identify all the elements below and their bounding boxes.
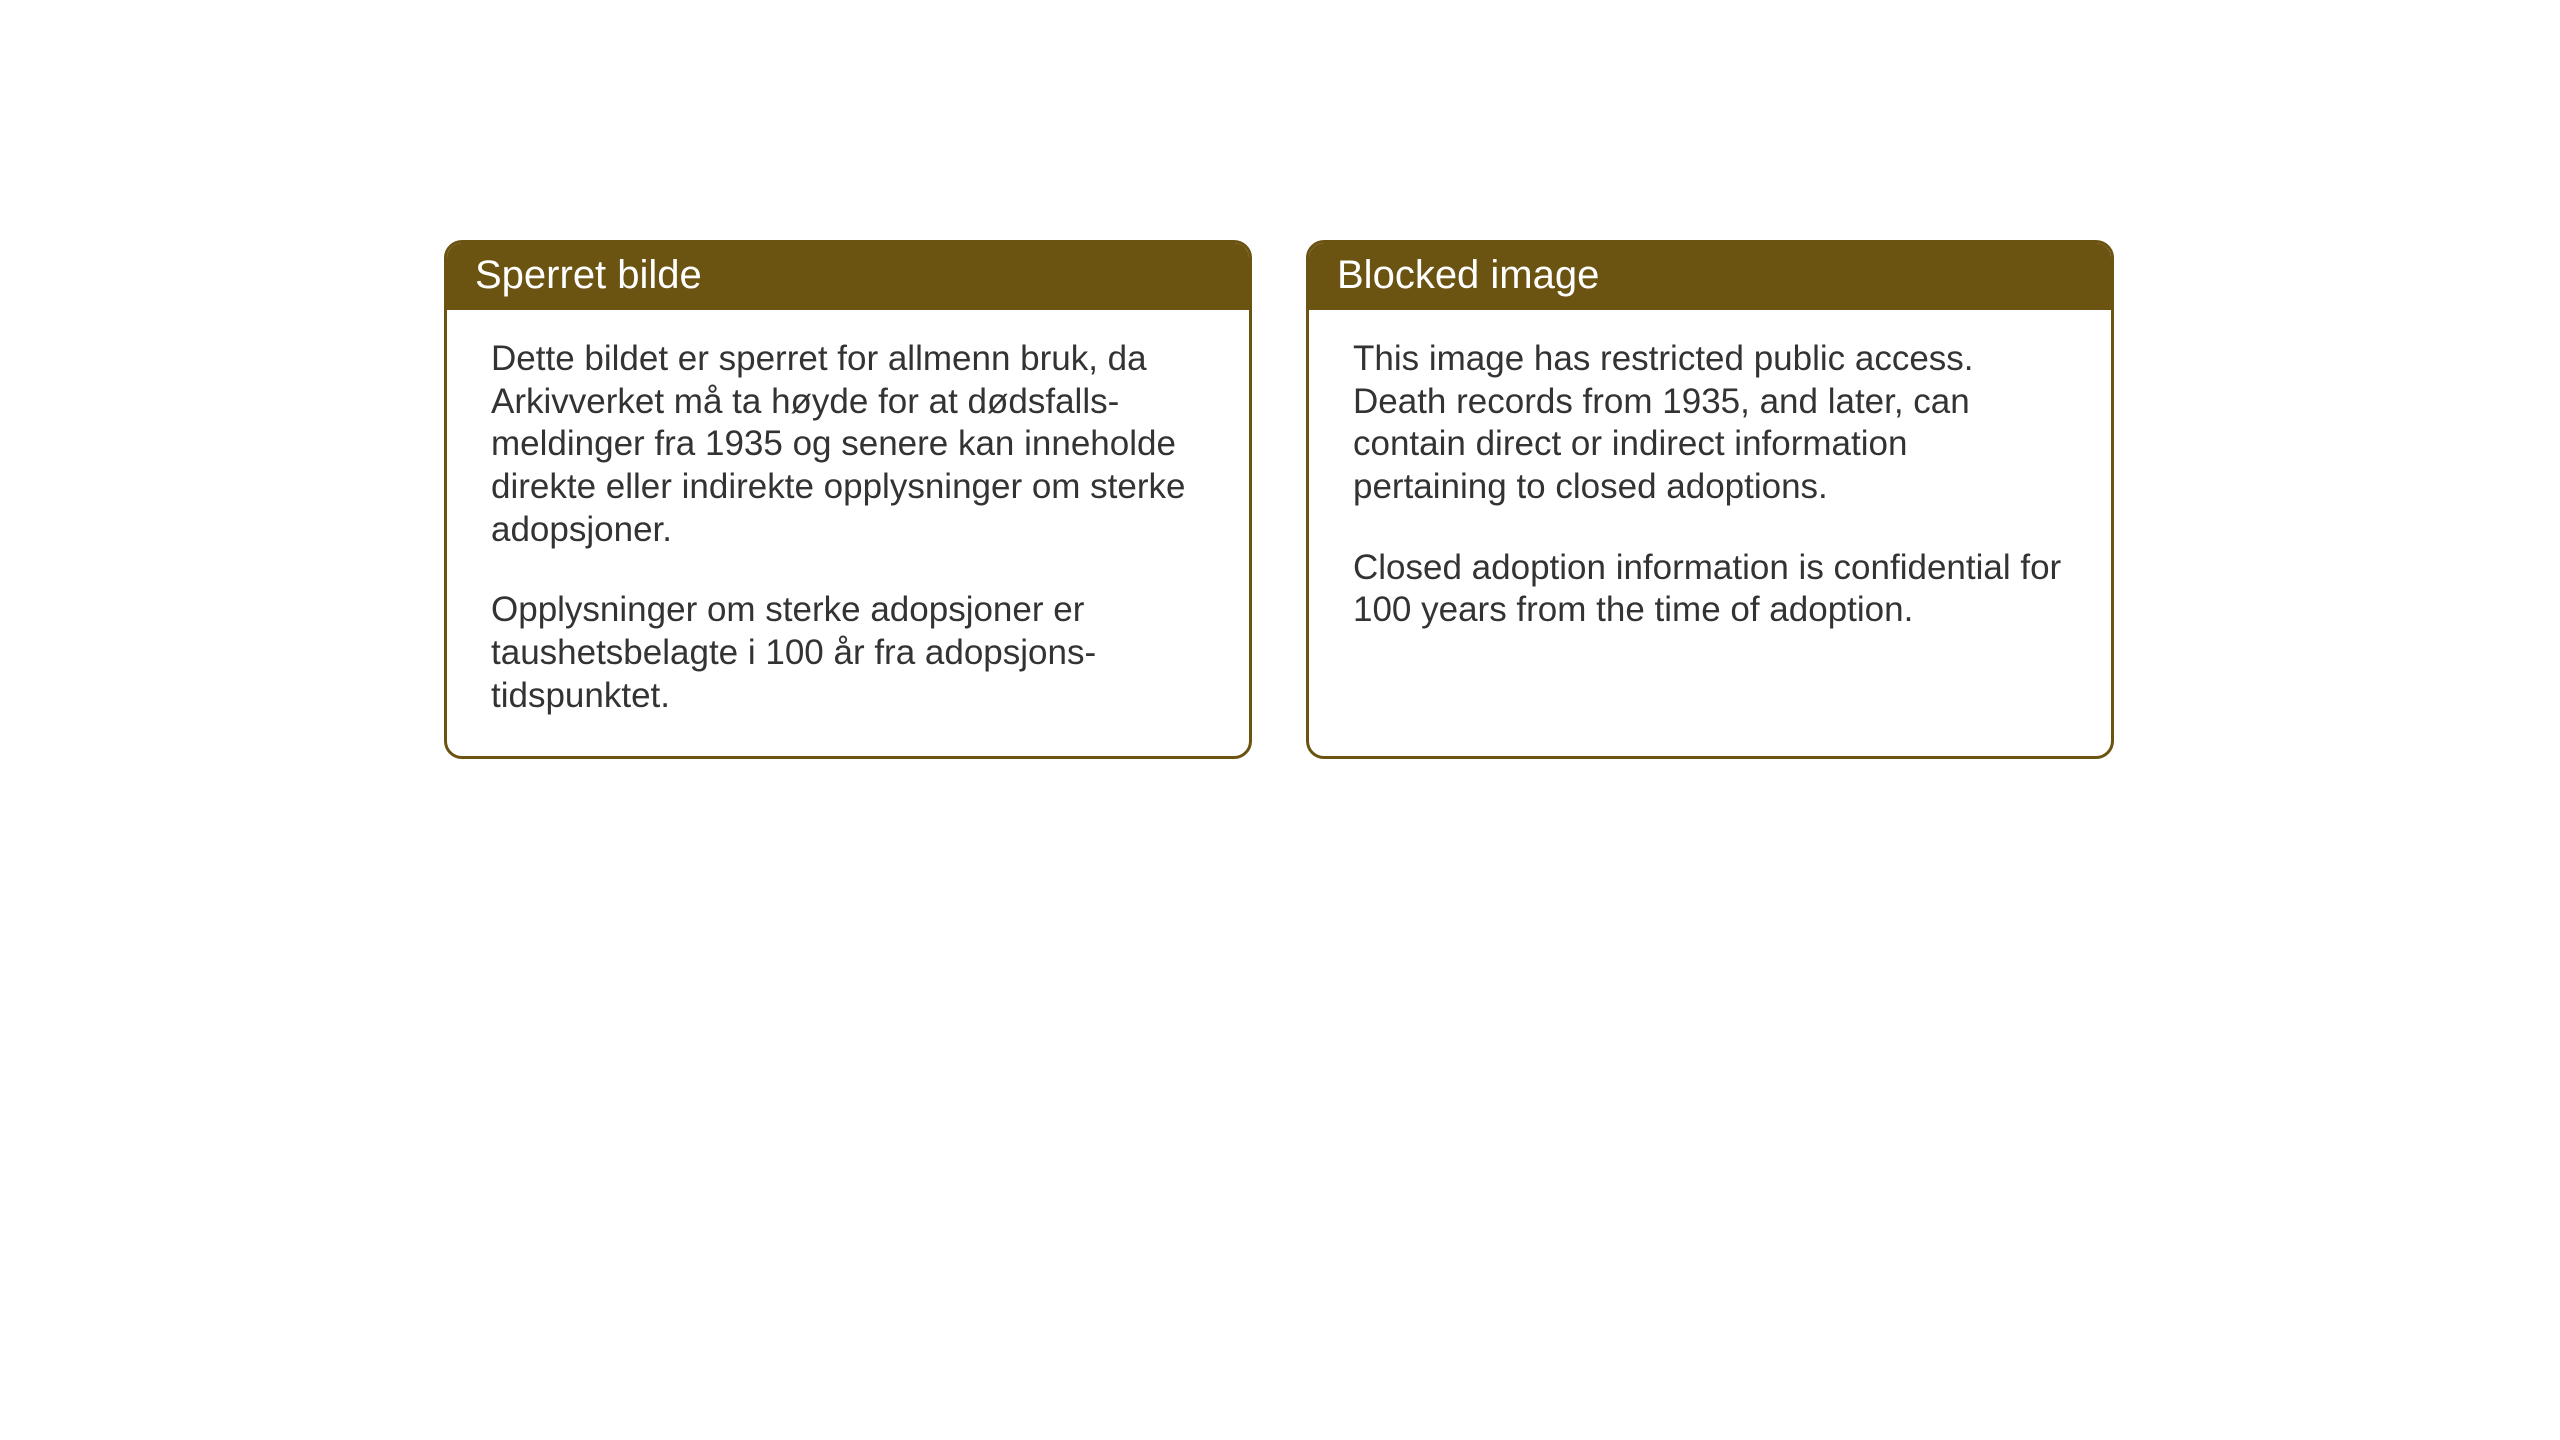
notice-card-norwegian: Sperret bilde Dette bildet er sperret fo… <box>444 240 1252 759</box>
paragraph-2-norwegian: Opplysninger om sterke adopsjoner er tau… <box>491 589 1205 717</box>
paragraph-2-english: Closed adoption information is confident… <box>1353 547 2067 632</box>
card-title-norwegian: Sperret bilde <box>447 243 1249 310</box>
paragraph-1-english: This image has restricted public access.… <box>1353 338 2067 509</box>
card-body-english: This image has restricted public access.… <box>1309 310 2111 670</box>
notice-container: Sperret bilde Dette bildet er sperret fo… <box>444 240 2114 759</box>
card-body-norwegian: Dette bildet er sperret for allmenn bruk… <box>447 310 1249 756</box>
paragraph-1-norwegian: Dette bildet er sperret for allmenn bruk… <box>491 338 1205 551</box>
notice-card-english: Blocked image This image has restricted … <box>1306 240 2114 759</box>
card-title-english: Blocked image <box>1309 243 2111 310</box>
